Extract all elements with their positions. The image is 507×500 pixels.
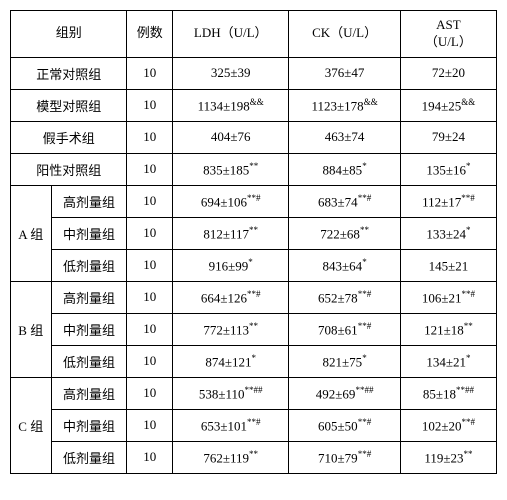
cell-n: 10 — [127, 313, 173, 345]
header-row: 组别 例数 LDH（U/L） CK（U/L） AST（U/L） — [11, 11, 497, 58]
cell-n: 10 — [127, 409, 173, 441]
cell-ck: 376±47 — [289, 57, 400, 89]
cell-group-c: C 组 — [11, 377, 52, 473]
cell-label: 低剂量组 — [51, 249, 127, 281]
cell-ldh: 835±185** — [173, 153, 289, 185]
cell-ast: 121±18** — [400, 313, 496, 345]
table-row: 阳性对照组 10 835±185** 884±85* 135±16* — [11, 153, 497, 185]
cell-ck: 652±78**# — [289, 281, 400, 313]
cell-ast: 102±20**# — [400, 409, 496, 441]
table-row: C 组 高剂量组 10 538±110**## 492±69**## 85±18… — [11, 377, 497, 409]
table-row: 中剂量组 10 812±117** 722±68** 133±24* — [11, 217, 497, 249]
cell-ck: 463±74 — [289, 121, 400, 153]
cell-ck: 821±75* — [289, 345, 400, 377]
cell-ldh: 772±113** — [173, 313, 289, 345]
header-ast: AST（U/L） — [400, 11, 496, 58]
cell-label: 模型对照组 — [11, 89, 127, 121]
cell-label: 低剂量组 — [51, 345, 127, 377]
cell-label: 高剂量组 — [51, 185, 127, 217]
cell-ck: 710±79**# — [289, 441, 400, 473]
cell-ck: 884±85* — [289, 153, 400, 185]
cell-label: 中剂量组 — [51, 313, 127, 345]
cell-ldh: 404±76 — [173, 121, 289, 153]
cell-ldh: 653±101**# — [173, 409, 289, 441]
cell-ldh: 762±119** — [173, 441, 289, 473]
cell-group-b: B 组 — [11, 281, 52, 377]
table-row: 模型对照组 10 1134±198&& 1123±178&& 194±25&& — [11, 89, 497, 121]
cell-ck: 683±74**# — [289, 185, 400, 217]
cell-ck: 492±69**## — [289, 377, 400, 409]
cell-ck: 722±68** — [289, 217, 400, 249]
cell-ldh: 664±126**# — [173, 281, 289, 313]
cell-n: 10 — [127, 281, 173, 313]
cell-ldh: 1134±198&& — [173, 89, 289, 121]
cell-group-a: A 组 — [11, 185, 52, 281]
cell-n: 10 — [127, 377, 173, 409]
cell-label: 假手术组 — [11, 121, 127, 153]
cell-n: 10 — [127, 217, 173, 249]
cell-ast: 79±24 — [400, 121, 496, 153]
cell-n: 10 — [127, 249, 173, 281]
cell-n: 10 — [127, 57, 173, 89]
cell-ldh: 538±110**## — [173, 377, 289, 409]
table-row: 正常对照组 10 325±39 376±47 72±20 — [11, 57, 497, 89]
table-row: B 组 高剂量组 10 664±126**# 652±78**# 106±21*… — [11, 281, 497, 313]
cell-label: 高剂量组 — [51, 281, 127, 313]
cell-ast: 134±21* — [400, 345, 496, 377]
header-ck: CK（U/L） — [289, 11, 400, 58]
data-table: 组别 例数 LDH（U/L） CK（U/L） AST（U/L） 正常对照组 10… — [10, 10, 497, 474]
cell-ast: 119±23** — [400, 441, 496, 473]
cell-n: 10 — [127, 345, 173, 377]
cell-label: 高剂量组 — [51, 377, 127, 409]
cell-ast: 133±24* — [400, 217, 496, 249]
cell-ldh: 916±99* — [173, 249, 289, 281]
table-row: 低剂量组 10 762±119** 710±79**# 119±23** — [11, 441, 497, 473]
cell-ck: 605±50**# — [289, 409, 400, 441]
cell-ast: 112±17**# — [400, 185, 496, 217]
cell-ck: 1123±178&& — [289, 89, 400, 121]
cell-label: 正常对照组 — [11, 57, 127, 89]
cell-ast: 85±18**## — [400, 377, 496, 409]
cell-n: 10 — [127, 89, 173, 121]
cell-label: 低剂量组 — [51, 441, 127, 473]
cell-ldh: 694±106**# — [173, 185, 289, 217]
cell-ast: 194±25&& — [400, 89, 496, 121]
cell-n: 10 — [127, 153, 173, 185]
cell-ck: 708±61**# — [289, 313, 400, 345]
cell-ldh: 812±117** — [173, 217, 289, 249]
cell-label: 中剂量组 — [51, 409, 127, 441]
cell-label: 阳性对照组 — [11, 153, 127, 185]
cell-label: 中剂量组 — [51, 217, 127, 249]
header-group: 组别 — [11, 11, 127, 58]
cell-ck: 843±64* — [289, 249, 400, 281]
table-row: 假手术组 10 404±76 463±74 79±24 — [11, 121, 497, 153]
cell-ldh: 325±39 — [173, 57, 289, 89]
cell-ast: 106±21**# — [400, 281, 496, 313]
table-row: 低剂量组 10 916±99* 843±64* 145±21 — [11, 249, 497, 281]
cell-n: 10 — [127, 441, 173, 473]
cell-n: 10 — [127, 185, 173, 217]
header-ldh: LDH（U/L） — [173, 11, 289, 58]
table-row: A 组 高剂量组 10 694±106**# 683±74**# 112±17*… — [11, 185, 497, 217]
table-row: 中剂量组 10 772±113** 708±61**# 121±18** — [11, 313, 497, 345]
cell-n: 10 — [127, 121, 173, 153]
table-row: 中剂量组 10 653±101**# 605±50**# 102±20**# — [11, 409, 497, 441]
header-n: 例数 — [127, 11, 173, 58]
cell-ldh: 874±121* — [173, 345, 289, 377]
table-row: 低剂量组 10 874±121* 821±75* 134±21* — [11, 345, 497, 377]
cell-ast: 135±16* — [400, 153, 496, 185]
cell-ast: 145±21 — [400, 249, 496, 281]
cell-ast: 72±20 — [400, 57, 496, 89]
